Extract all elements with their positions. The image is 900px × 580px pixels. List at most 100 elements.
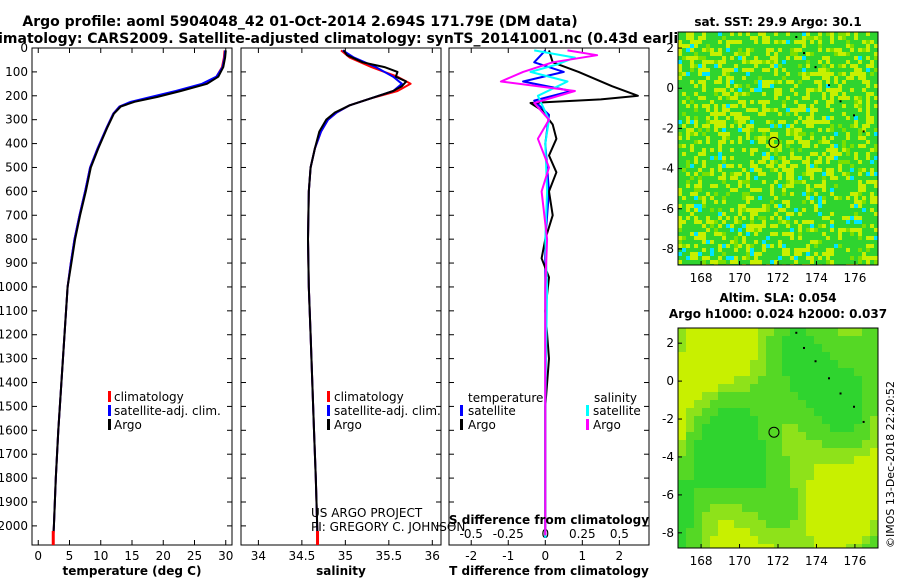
map-cell bbox=[858, 216, 862, 220]
map-cell bbox=[862, 76, 866, 80]
map-cell bbox=[846, 96, 850, 100]
map-cell bbox=[742, 328, 750, 336]
map-cell bbox=[806, 244, 810, 248]
map-cell bbox=[742, 400, 750, 408]
map-cell bbox=[854, 496, 862, 504]
map-cell bbox=[798, 440, 806, 448]
map-cell bbox=[830, 512, 838, 520]
map-cell bbox=[698, 204, 702, 208]
map-cell bbox=[822, 216, 826, 220]
map-cell bbox=[710, 536, 718, 544]
map-cell bbox=[790, 132, 794, 136]
map-cell bbox=[850, 228, 854, 232]
map-cell bbox=[786, 108, 790, 112]
map-cell bbox=[854, 440, 862, 448]
map-cell bbox=[730, 224, 734, 228]
map-cell bbox=[766, 156, 770, 160]
map-cell bbox=[822, 140, 826, 144]
map-cell bbox=[810, 40, 814, 44]
map-cell bbox=[858, 104, 862, 108]
sla-map-title: Altim. SLA: 0.054 bbox=[719, 291, 836, 305]
map-cell bbox=[778, 80, 782, 84]
credit-project: US ARGO PROJECT bbox=[311, 506, 423, 520]
map-cell bbox=[802, 120, 806, 124]
map-x-tick-label: 170 bbox=[728, 554, 751, 568]
map-cell bbox=[814, 504, 822, 512]
map-cell bbox=[722, 176, 726, 180]
map-cell bbox=[694, 504, 702, 512]
map-cell bbox=[694, 496, 702, 504]
map-cell bbox=[826, 68, 830, 72]
map-cell bbox=[866, 40, 870, 44]
map-cell bbox=[862, 472, 870, 480]
map-cell bbox=[822, 196, 826, 200]
map-cell bbox=[866, 120, 870, 124]
map-cell bbox=[810, 224, 814, 228]
map-cell bbox=[742, 76, 746, 80]
map-cell bbox=[738, 128, 742, 132]
map-cell bbox=[790, 184, 794, 188]
x-tick-label: -1 bbox=[502, 549, 514, 563]
map-cell bbox=[758, 80, 762, 84]
map-cell bbox=[738, 84, 742, 88]
map-cell bbox=[702, 56, 706, 60]
map-cell bbox=[814, 440, 822, 448]
map-cell bbox=[782, 40, 786, 44]
map-cell bbox=[842, 128, 846, 132]
map-cell bbox=[774, 408, 782, 416]
map-cell bbox=[806, 488, 814, 496]
map-cell bbox=[798, 128, 802, 132]
map-cell bbox=[782, 408, 790, 416]
map-cell bbox=[842, 72, 846, 76]
map-cell bbox=[806, 124, 810, 128]
map-cell bbox=[734, 112, 738, 116]
map-cell bbox=[794, 252, 798, 256]
map-cell bbox=[746, 256, 750, 260]
map-cell bbox=[826, 116, 830, 120]
map-cell bbox=[870, 60, 874, 64]
map-cell bbox=[838, 456, 846, 464]
map-cell bbox=[682, 152, 686, 156]
map-cell bbox=[774, 384, 782, 392]
map-cell bbox=[854, 156, 858, 160]
map-cell bbox=[678, 416, 686, 424]
map-cell bbox=[710, 112, 714, 116]
map-cell bbox=[798, 464, 806, 472]
map-cell bbox=[686, 352, 694, 360]
map-cell bbox=[870, 376, 878, 384]
map-cell bbox=[750, 120, 754, 124]
map-cell bbox=[702, 48, 706, 52]
map-cell bbox=[766, 464, 774, 472]
map-cell bbox=[774, 512, 782, 520]
depth-tick-label: 1100 bbox=[0, 304, 28, 318]
map-cell bbox=[870, 448, 878, 456]
map-cell bbox=[802, 192, 806, 196]
island-marker bbox=[828, 377, 830, 380]
map-cell bbox=[742, 336, 750, 344]
map-cell bbox=[686, 128, 690, 132]
map-cell bbox=[734, 520, 742, 528]
map-cell bbox=[790, 128, 794, 132]
legend-swatch-satellite bbox=[327, 405, 330, 416]
map-cell bbox=[822, 504, 830, 512]
map-cell bbox=[742, 536, 750, 544]
map-cell bbox=[678, 344, 686, 352]
island-marker bbox=[862, 420, 865, 423]
map-cell bbox=[818, 40, 822, 44]
map-cell bbox=[826, 252, 830, 256]
map-cell bbox=[862, 80, 866, 84]
map-cell bbox=[858, 232, 862, 236]
map-cell bbox=[830, 128, 834, 132]
island-marker bbox=[814, 360, 817, 363]
map-cell bbox=[702, 512, 710, 520]
map-cell bbox=[730, 88, 734, 92]
map-cell bbox=[678, 260, 682, 264]
map-cell bbox=[858, 248, 862, 252]
map-cell bbox=[706, 72, 710, 76]
map-cell bbox=[750, 124, 754, 128]
map-cell bbox=[818, 196, 822, 200]
map-cell bbox=[702, 96, 706, 100]
map-cell bbox=[678, 448, 686, 456]
map-cell bbox=[854, 528, 862, 536]
